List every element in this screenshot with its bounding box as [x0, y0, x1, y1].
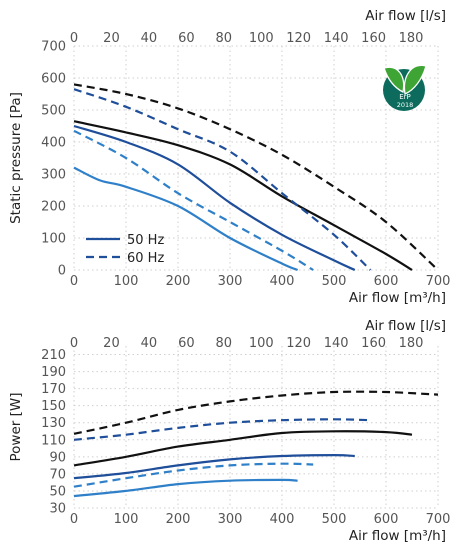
badge-text-erp: ErP [399, 93, 411, 101]
x-tick-label: 100 [114, 274, 139, 289]
y-tick-label: 30 [49, 502, 66, 517]
y-tick-label: 500 [41, 104, 66, 119]
x-tick-label: 500 [322, 512, 347, 527]
x-tick-label: 600 [374, 512, 399, 527]
x2-tick-label: 120 [286, 336, 311, 351]
y-tick-label: 0 [58, 264, 66, 279]
x2-tick-label: 140 [324, 31, 349, 46]
x2-tick-label: 20 [103, 336, 120, 351]
series-line-navy-dashed [73, 88, 372, 271]
series-line-blue-solid [73, 166, 299, 272]
x2-tick-label: 60 [178, 336, 195, 351]
x-tick-label: 300 [218, 512, 243, 527]
x-axis-title: Air flow [m³/h] [349, 290, 446, 306]
badge-text-year: 2018 [397, 101, 414, 109]
x2-tick-label: 100 [249, 336, 274, 351]
y-axis-title: Static pressure [Pa] [8, 92, 24, 224]
x2-tick-label: 140 [324, 336, 349, 351]
series-line-navy-solid [73, 453, 355, 480]
x2-tick-label: 100 [249, 31, 274, 46]
y-tick-label: 70 [49, 467, 66, 482]
x2-tick-label: 180 [399, 336, 424, 351]
x-tick-label: 500 [322, 274, 347, 289]
series-line-navy-dashed [73, 418, 371, 441]
series-line-navy-solid [73, 124, 356, 272]
x-tick-label: 700 [426, 274, 451, 289]
y-tick-label: 600 [41, 72, 66, 87]
x-tick-label: 400 [270, 274, 295, 289]
x2-tick-label: 20 [103, 31, 120, 46]
x-axis-title: Air flow [m³/h] [349, 528, 446, 544]
legend-dashed-label: 60 Hz [127, 251, 164, 266]
series-line-blue-solid [73, 478, 298, 498]
x-tick-label: 0 [70, 512, 78, 527]
series-line-blue-dashed [73, 129, 314, 271]
erp-2018-badge: ErP 2018 [383, 64, 427, 111]
x-tick-label: 700 [426, 512, 451, 527]
x2-tick-label: 60 [178, 31, 195, 46]
x2-tick-label: 0 [70, 31, 78, 46]
power-chart: 0 100 200 300 400 500 600 700 0 20 40 60 80 100 120 140… [8, 318, 450, 544]
leaf-icon-right [403, 64, 427, 95]
x2-axis-title: Air flow [l/s] [365, 8, 446, 24]
x2-tick-label: 80 [216, 31, 233, 46]
legend: 50 Hz 60 Hz [86, 233, 164, 266]
series-line-black-solid [73, 430, 413, 467]
x-tick-label: 600 [374, 274, 399, 289]
legend-solid-label: 50 Hz [127, 233, 164, 248]
y-tick-label: 100 [41, 232, 66, 247]
y-tick-label: 300 [41, 168, 66, 183]
x-tick-label: 100 [114, 512, 139, 527]
x-tick-label: 400 [270, 512, 295, 527]
y-tick-label: 200 [41, 200, 66, 215]
x2-tick-label: 40 [141, 336, 158, 351]
series-line-blue-dashed [73, 462, 314, 488]
y-tick-label: 90 [49, 450, 66, 465]
series-line-black-solid [73, 120, 413, 271]
y-tick-label: 400 [41, 136, 66, 151]
x2-tick-label: 180 [399, 31, 424, 46]
x2-tick-label: 40 [141, 31, 158, 46]
x-tick-label: 300 [218, 274, 243, 289]
series-line-black-dashed [73, 390, 439, 435]
x-tick-label: 200 [166, 274, 191, 289]
y-tick-label: 130 [41, 416, 66, 431]
x2-axis-title: Air flow [l/s] [365, 318, 446, 334]
y-axis-title: Power [W] [8, 393, 24, 462]
y-tick-label: 170 [41, 382, 66, 397]
y-tick-label: 150 [41, 399, 66, 414]
y-tick-label: 210 [41, 348, 66, 363]
x2-tick-label: 120 [286, 31, 311, 46]
x-tick-label: 200 [166, 512, 191, 527]
x2-tick-label: 0 [70, 336, 78, 351]
x-tick-label: 0 [70, 274, 78, 289]
x2-tick-label: 160 [361, 31, 386, 46]
y-tick-label: 50 [49, 484, 66, 499]
series-line-black-dashed [73, 83, 439, 271]
leaf-icon [383, 66, 405, 93]
static-pressure-chart: 0 100 200 300 400 500 600 700 0 20 40 60 80 100 120 140… [8, 8, 450, 306]
y-tick-label: 190 [41, 365, 66, 380]
y-tick-label: 700 [41, 40, 66, 55]
y-tick-label: 110 [41, 433, 66, 448]
x2-tick-label: 80 [216, 336, 233, 351]
x2-tick-label: 160 [361, 336, 386, 351]
